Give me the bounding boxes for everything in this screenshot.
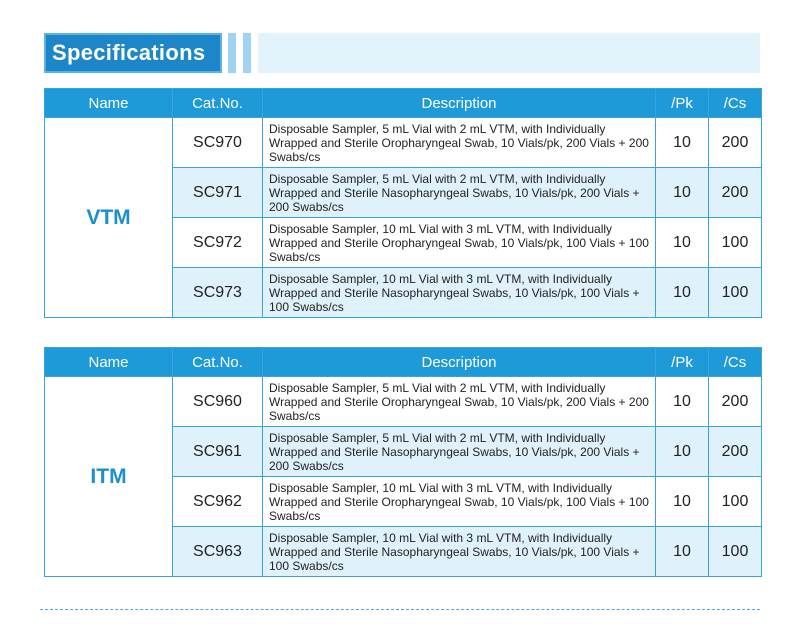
cat-no: SC962 — [172, 476, 263, 527]
group-name: ITM — [44, 376, 173, 577]
per-pack: 10 — [655, 217, 709, 268]
per-pack: 10 — [655, 167, 709, 218]
table-row: SC963 Disposable Sampler, 10 mL Vial with… — [45, 526, 762, 577]
per-case: 100 — [708, 217, 762, 268]
group-name: VTM — [44, 117, 173, 318]
cat-no: SC963 — [172, 526, 263, 577]
description: Disposable Sampler, 5 mL Vial with 2 mL … — [262, 117, 656, 168]
title-stripe — [243, 33, 251, 73]
description: Disposable Sampler, 10 mL Vial with 3 mL… — [262, 526, 656, 577]
cat-no: SC972 — [172, 217, 263, 268]
table-row: SC961 Disposable Sampler, 5 mL Vial with … — [45, 426, 762, 477]
per-case: 100 — [708, 267, 762, 318]
spec-table: Name Cat.No. Description/Pk/Cs VTM SC970 Disp… — [44, 88, 762, 318]
table-row: SC962 Disposable Sampler, 10 mL Vial with… — [45, 476, 762, 527]
per-pack: 10 — [655, 426, 709, 477]
description: Disposable Sampler, 5 mL Vial with 2 mL … — [262, 167, 656, 218]
description: Disposable Sampler, 10 mL Vial with 3 mL… — [262, 476, 656, 527]
column-header: Description — [262, 88, 656, 118]
table-row: SC973 Disposable Sampler, 10 mL Vial with… — [45, 267, 762, 318]
per-pack: 10 — [655, 117, 709, 168]
column-header: Cat.No. — [172, 347, 263, 377]
column-header: /Cs — [708, 88, 762, 118]
table-row: ITM SC960 Disposable Sampler, 5 mL Vial wi… — [44, 376, 762, 577]
column-header: Description — [262, 347, 656, 377]
header-row: Name Cat.No. Description/Pk/Cs — [44, 347, 762, 377]
cat-no: SC961 — [172, 426, 263, 477]
table-row: VTM SC970 Disposable Sampler, 5 mL Vial wi… — [44, 117, 762, 318]
column-header: Name — [44, 347, 173, 377]
per-case: 100 — [708, 476, 762, 527]
description: Disposable Sampler, 10 mL Vial with 3 mL… — [262, 267, 656, 318]
description: Disposable Sampler, 10 mL Vial with 3 mL… — [262, 217, 656, 268]
description: Disposable Sampler, 5 mL Vial with 2 mL … — [262, 376, 656, 427]
column-header: /Cs — [708, 347, 762, 377]
column-header: Cat.No. — [172, 88, 263, 118]
header-row: Name Cat.No. Description/Pk/Cs — [44, 88, 762, 118]
title-stripe — [228, 33, 236, 73]
divider — [40, 609, 760, 610]
cat-no: SC970 — [172, 117, 263, 168]
per-case: 200 — [708, 167, 762, 218]
cat-no: SC971 — [172, 167, 263, 218]
column-header: /Pk — [655, 347, 709, 377]
table-row: SC971 Disposable Sampler, 5 mL Vial with … — [45, 167, 762, 218]
per-case: 100 — [708, 526, 762, 577]
per-pack: 10 — [655, 526, 709, 577]
section-title: Specifications — [44, 33, 222, 73]
cat-no: SC960 — [172, 376, 263, 427]
spec-table: Name Cat.No. Description/Pk/Cs ITM SC960 Disp… — [44, 347, 762, 577]
per-pack: 10 — [655, 476, 709, 527]
per-pack: 10 — [655, 376, 709, 427]
per-case: 200 — [708, 117, 762, 168]
per-case: 200 — [708, 426, 762, 477]
description: Disposable Sampler, 5 mL Vial with 2 mL … — [262, 426, 656, 477]
per-pack: 10 — [655, 267, 709, 318]
cat-no: SC973 — [172, 267, 263, 318]
column-header: Name — [44, 88, 173, 118]
title-bar — [258, 33, 760, 73]
table-row: SC972 Disposable Sampler, 10 mL Vial with… — [45, 217, 762, 268]
per-case: 200 — [708, 376, 762, 427]
column-header: /Pk — [655, 88, 709, 118]
